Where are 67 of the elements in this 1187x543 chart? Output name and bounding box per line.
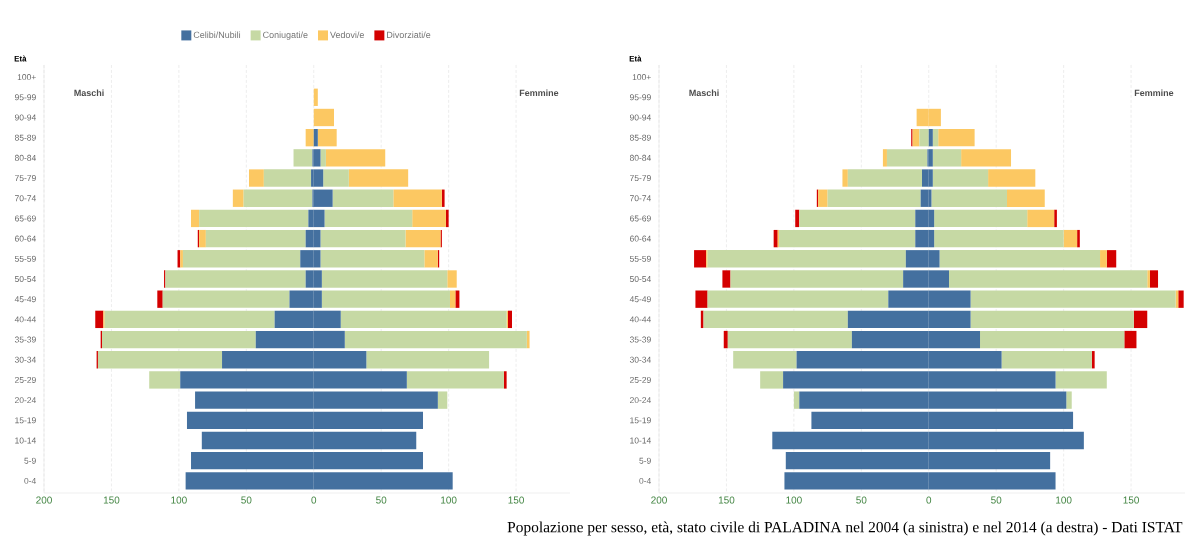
y-tick-label: 70-74 bbox=[15, 195, 36, 202]
x-tick-label: 150 bbox=[508, 496, 524, 504]
y-tick-label: 20-24 bbox=[15, 397, 36, 404]
annotation: Femmine bbox=[519, 89, 559, 97]
y-tick-label: 15-19 bbox=[630, 417, 651, 424]
y-tick-label: 10-14 bbox=[15, 437, 36, 444]
y-tick-label: 85-89 bbox=[14, 134, 36, 141]
y-tick-label: 55-59 bbox=[14, 255, 36, 262]
y-tick-label: 40-44 bbox=[629, 316, 651, 323]
y-tick-label: 25-29 bbox=[15, 376, 36, 383]
y-tick-label: 85-89 bbox=[629, 134, 651, 141]
y-tick-label: 5-9 bbox=[639, 457, 651, 464]
y-tick-label: 40-44 bbox=[14, 316, 36, 323]
x-tick-label: 50 bbox=[991, 496, 1002, 504]
y-tick-label: 5-9 bbox=[24, 457, 36, 464]
legend-label: Celibi/Nubili bbox=[193, 31, 241, 38]
x-tick-label: 100 bbox=[1056, 496, 1072, 504]
annotation: Femmine bbox=[1134, 89, 1174, 97]
legend-label: Coniugati/e bbox=[263, 31, 308, 40]
y-tick-label: 100+ bbox=[632, 74, 651, 81]
text: Popolazione per sesso, età, stato civile di PALADINA nel 2004 (a sinistra) e nel 2014 (a destra) - Dati ISTAT bbox=[507, 521, 1183, 536]
y-tick-label: 80-84 bbox=[14, 154, 36, 161]
x-tick-label: 100 bbox=[171, 496, 187, 504]
y-tick-label: 65-69 bbox=[630, 215, 651, 222]
y-tick-label: 90-94 bbox=[629, 114, 651, 121]
y-tick-label: 65-69 bbox=[15, 215, 36, 222]
x-tick-label: 100 bbox=[786, 496, 802, 504]
y-tick-label: 50-54 bbox=[629, 276, 651, 282]
x-tick-label: 0 bbox=[926, 496, 932, 504]
legend-label: Divorziati/e bbox=[387, 31, 431, 38]
x-tick-label: 200 bbox=[36, 496, 52, 504]
y-tick-label: 95-99 bbox=[629, 94, 651, 101]
x-tick-label: 0 bbox=[311, 496, 317, 504]
y-tick-label: 75-79 bbox=[15, 175, 36, 182]
y-tick-label: 35-39 bbox=[629, 336, 651, 343]
y-tick-label: 80-84 bbox=[629, 154, 651, 161]
y-tick-label: 30-34 bbox=[14, 356, 36, 363]
y-tick-label: 55-59 bbox=[629, 255, 651, 262]
y-tick-label: 30-34 bbox=[629, 356, 651, 363]
y-tick-label: 95-99 bbox=[14, 94, 36, 101]
y-tick-label: 50-54 bbox=[14, 276, 36, 282]
y-tick-label: 60-64 bbox=[15, 235, 36, 242]
annotation: Maschi bbox=[689, 89, 719, 97]
legend-label: Vedovi/e bbox=[330, 31, 364, 38]
y-tick-label: 70-74 bbox=[630, 195, 651, 202]
y-tick-label: 10-14 bbox=[630, 437, 651, 444]
y-tick-label: 0-4 bbox=[639, 477, 651, 484]
y-tick-label: 15-19 bbox=[15, 417, 36, 424]
x-tick-label: 150 bbox=[103, 496, 120, 504]
y-tick-label: 0-4 bbox=[24, 477, 36, 484]
y-tick-label: 75-79 bbox=[630, 175, 651, 182]
y-tick-label: 100+ bbox=[17, 74, 36, 81]
y-tick-label: 25-29 bbox=[630, 376, 651, 383]
x-tick-label: 50 bbox=[241, 496, 252, 504]
x-tick-label: 100 bbox=[441, 496, 457, 504]
x-tick-label: 200 bbox=[651, 496, 667, 504]
x-tick-label: 50 bbox=[376, 496, 387, 504]
y-tick-label: 35-39 bbox=[14, 336, 36, 343]
annotation: Maschi bbox=[74, 89, 104, 97]
y-tick-label: 90-94 bbox=[14, 114, 36, 121]
y-tick-label: 45-49 bbox=[14, 296, 36, 303]
y-tick-label: 20-24 bbox=[630, 397, 651, 404]
x-tick-label: 50 bbox=[856, 496, 867, 504]
y-tick-label: 60-64 bbox=[630, 235, 651, 242]
x-tick-label: 150 bbox=[718, 496, 735, 504]
y-tick-label: 45-49 bbox=[629, 296, 651, 303]
x-tick-label: 150 bbox=[1123, 496, 1139, 504]
